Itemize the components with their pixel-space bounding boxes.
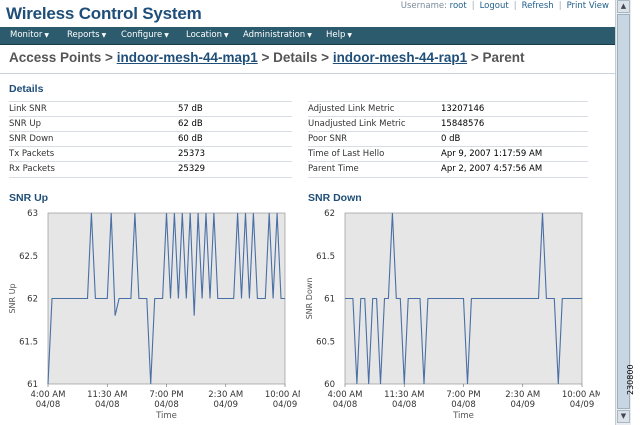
menu-reports[interactable]: Reports ▼: [67, 30, 107, 40]
username-link[interactable]: root: [449, 1, 467, 11]
chevron-down-icon: ▼: [101, 32, 107, 39]
x-tick-date: 04/09: [214, 400, 239, 410]
details-left-table: Link SNR 57 dB SNR Up 62 dB SNR Down 60 dB …: [9, 101, 292, 178]
scroll-up-icon[interactable]: ▲: [617, 0, 630, 13]
x-tick-label: 10:00 AM: [562, 390, 600, 400]
y-axis-label: SNR Up: [8, 283, 17, 313]
detail-row: Link SNR 57 dB: [9, 101, 292, 117]
x-tick-date: 04/08: [451, 400, 476, 410]
x-tick-label: 4:00 AM: [328, 390, 363, 400]
x-tick-label: 11:30 AM: [87, 390, 127, 400]
x-tick-label: 7:00 PM: [149, 390, 183, 400]
x-tick-date: 04/09: [511, 400, 536, 410]
x-tick-date: 04/08: [392, 400, 417, 410]
detail-row: Time of Last Hello Apr 9, 2007 1:17:59 AM: [308, 146, 588, 162]
detail-row: Parent Time Apr 2, 2007 4:57:56 AM: [308, 161, 588, 178]
details-right-table: Adjusted Link Metric 13207146 Unadjusted …: [308, 101, 588, 178]
divider: [0, 73, 615, 74]
menu-configure[interactable]: Configure ▼: [121, 30, 169, 40]
snr-down-title: SNR Down: [308, 192, 362, 204]
y-axis-label: SNR Down: [305, 278, 314, 320]
y-tick-label: 61.5: [19, 337, 38, 347]
chevron-down-icon: ▼: [347, 32, 353, 39]
chevron-down-icon: ▼: [44, 32, 49, 39]
y-tick-label: 62: [324, 209, 335, 219]
x-axis-label: Time: [155, 411, 177, 421]
figure-id: 230800: [626, 364, 635, 395]
top-links: Username: root | Logout | Refresh | Print View: [400, 1, 609, 11]
y-tick-label: 60: [324, 380, 335, 390]
menu-monitor[interactable]: Monitor ▼: [10, 30, 49, 40]
scroll-down-icon[interactable]: ▼: [617, 410, 630, 423]
page: Wireless Control System Username: root | L…: [0, 1, 615, 421]
y-tick-label: 62: [27, 295, 38, 305]
x-axis-label: Time: [452, 411, 474, 421]
x-tick-date: 04/08: [95, 400, 120, 410]
series-line: [47, 212, 285, 385]
breadcrumb-sep: > Details >: [261, 50, 330, 65]
x-tick-date: 04/09: [273, 400, 298, 410]
vertical-scrollbar[interactable]: ▲ ▼: [615, 0, 631, 425]
detail-row: SNR Down 60 dB: [9, 131, 292, 147]
detail-row: Adjusted Link Metric 13207146: [308, 101, 588, 117]
snr-up-title: SNR Up: [9, 192, 49, 204]
breadcrumb-current: > Parent: [470, 50, 525, 65]
detail-row: Rx Packets 25329: [9, 161, 292, 178]
refresh-link[interactable]: Refresh: [521, 1, 554, 11]
username-label: Username:: [400, 1, 447, 11]
y-tick-label: 61: [324, 295, 335, 305]
x-tick-label: 2:30 AM: [208, 390, 243, 400]
chevron-down-icon: ▼: [223, 32, 229, 39]
x-tick-date: 04/09: [570, 400, 595, 410]
menu-location[interactable]: Location ▼: [186, 30, 229, 40]
chevron-down-icon: ▼: [164, 32, 169, 39]
y-tick-label: 61.5: [316, 252, 335, 262]
y-tick-label: 63: [27, 209, 38, 219]
menu-bar: Monitor ▼ Reports ▼ Configure ▼ Location ▼ A…: [0, 27, 615, 45]
x-tick-label: 7:00 PM: [446, 390, 480, 400]
chevron-down-icon: ▼: [307, 32, 312, 39]
menu-administration[interactable]: Administration ▼: [243, 30, 312, 40]
menu-help[interactable]: Help ▼: [326, 30, 353, 40]
app-title: Wireless Control System: [6, 4, 202, 23]
breadcrumb: Access Points > indoor-mesh-44-map1 > De…: [9, 50, 525, 65]
x-tick-label: 10:00 AM: [265, 390, 300, 400]
x-tick-date: 04/08: [154, 400, 179, 410]
details-heading: Details: [9, 83, 44, 95]
y-tick-label: 60.5: [316, 337, 335, 347]
scrollbar-thumb[interactable]: [617, 14, 630, 409]
detail-row: SNR Up 62 dB: [9, 116, 292, 132]
x-tick-label: 4:00 AM: [31, 390, 66, 400]
breadcrumb-rap-link[interactable]: indoor-mesh-44-rap1: [332, 50, 468, 65]
detail-row: Poor SNR 0 dB: [308, 131, 588, 147]
x-tick-label: 2:30 AM: [505, 390, 540, 400]
x-tick-label: 11:30 AM: [384, 390, 424, 400]
detail-row: Unadjusted Link Metric 15848576: [308, 116, 588, 132]
logout-link[interactable]: Logout: [479, 1, 509, 11]
print-view-link[interactable]: Print View: [566, 1, 609, 11]
y-tick-label: 61: [27, 380, 38, 390]
detail-row: Tx Packets 25373: [9, 146, 292, 162]
breadcrumb-root[interactable]: Access Points >: [9, 50, 113, 65]
x-tick-date: 04/08: [333, 400, 358, 410]
series-line: [345, 212, 582, 385]
breadcrumb-map-link[interactable]: indoor-mesh-44-map1: [116, 50, 258, 65]
x-tick-date: 04/08: [36, 400, 61, 410]
y-tick-label: 62.5: [19, 252, 38, 262]
